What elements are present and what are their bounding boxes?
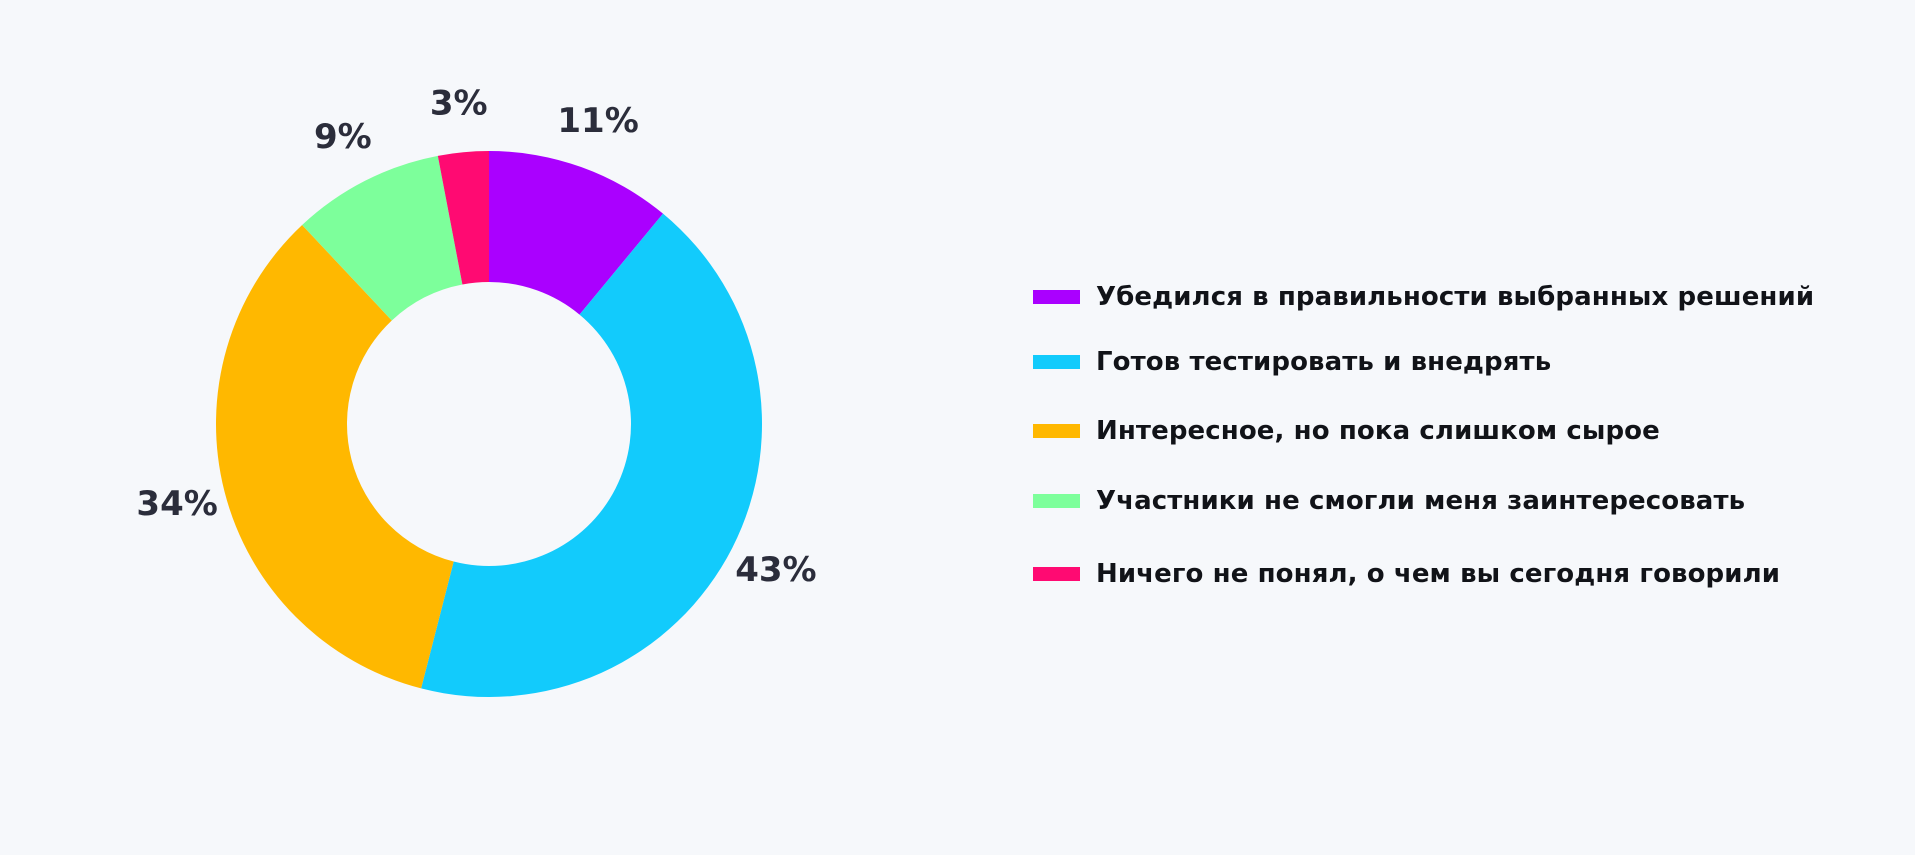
slice-label-5: 3% xyxy=(430,83,488,123)
legend-swatch xyxy=(1033,424,1080,438)
legend-item-ready-to-test: Готов тестировать и внедрять xyxy=(1033,342,1551,382)
legend-swatch xyxy=(1033,355,1080,369)
donut-slice-5 xyxy=(437,151,489,285)
slice-label-1: 11% xyxy=(557,101,638,141)
donut-slice-3 xyxy=(215,224,454,689)
legend-label: Интересное, но пока слишком сырое xyxy=(1096,416,1660,446)
legend-label: Участники не смогли меня заинтересовать xyxy=(1096,486,1746,516)
slice-label-3: 34% xyxy=(136,484,217,524)
slice-labels: 11% 43% 34% 9% 3% xyxy=(136,83,816,590)
legend-label: Убедился в правильности выбранных решени… xyxy=(1096,282,1815,312)
legend-swatch xyxy=(1033,494,1080,508)
donut-slice-2 xyxy=(421,213,762,697)
legend-swatch xyxy=(1033,290,1080,304)
donut-slices xyxy=(215,151,762,697)
legend-item-not-interested: Участники не смогли меня заинтересовать xyxy=(1033,481,1745,521)
donut-slice-4 xyxy=(302,155,463,321)
slice-label-4: 9% xyxy=(314,117,372,157)
legend-swatch xyxy=(1033,567,1080,581)
slice-label-2: 43% xyxy=(735,550,816,590)
legend-label: Ничего не понял, о чем вы сегодня говори… xyxy=(1096,559,1781,589)
legend-label: Готов тестировать и внедрять xyxy=(1096,347,1552,377)
legend-item-confirmed: Убедился в правильности выбранных решени… xyxy=(1033,277,1814,317)
legend-item-did-not-understand: Ничего не понял, о чем вы сегодня говори… xyxy=(1033,554,1780,594)
legend-item-too-raw: Интересное, но пока слишком сырое xyxy=(1033,411,1660,451)
donut-slice-1 xyxy=(489,151,664,315)
